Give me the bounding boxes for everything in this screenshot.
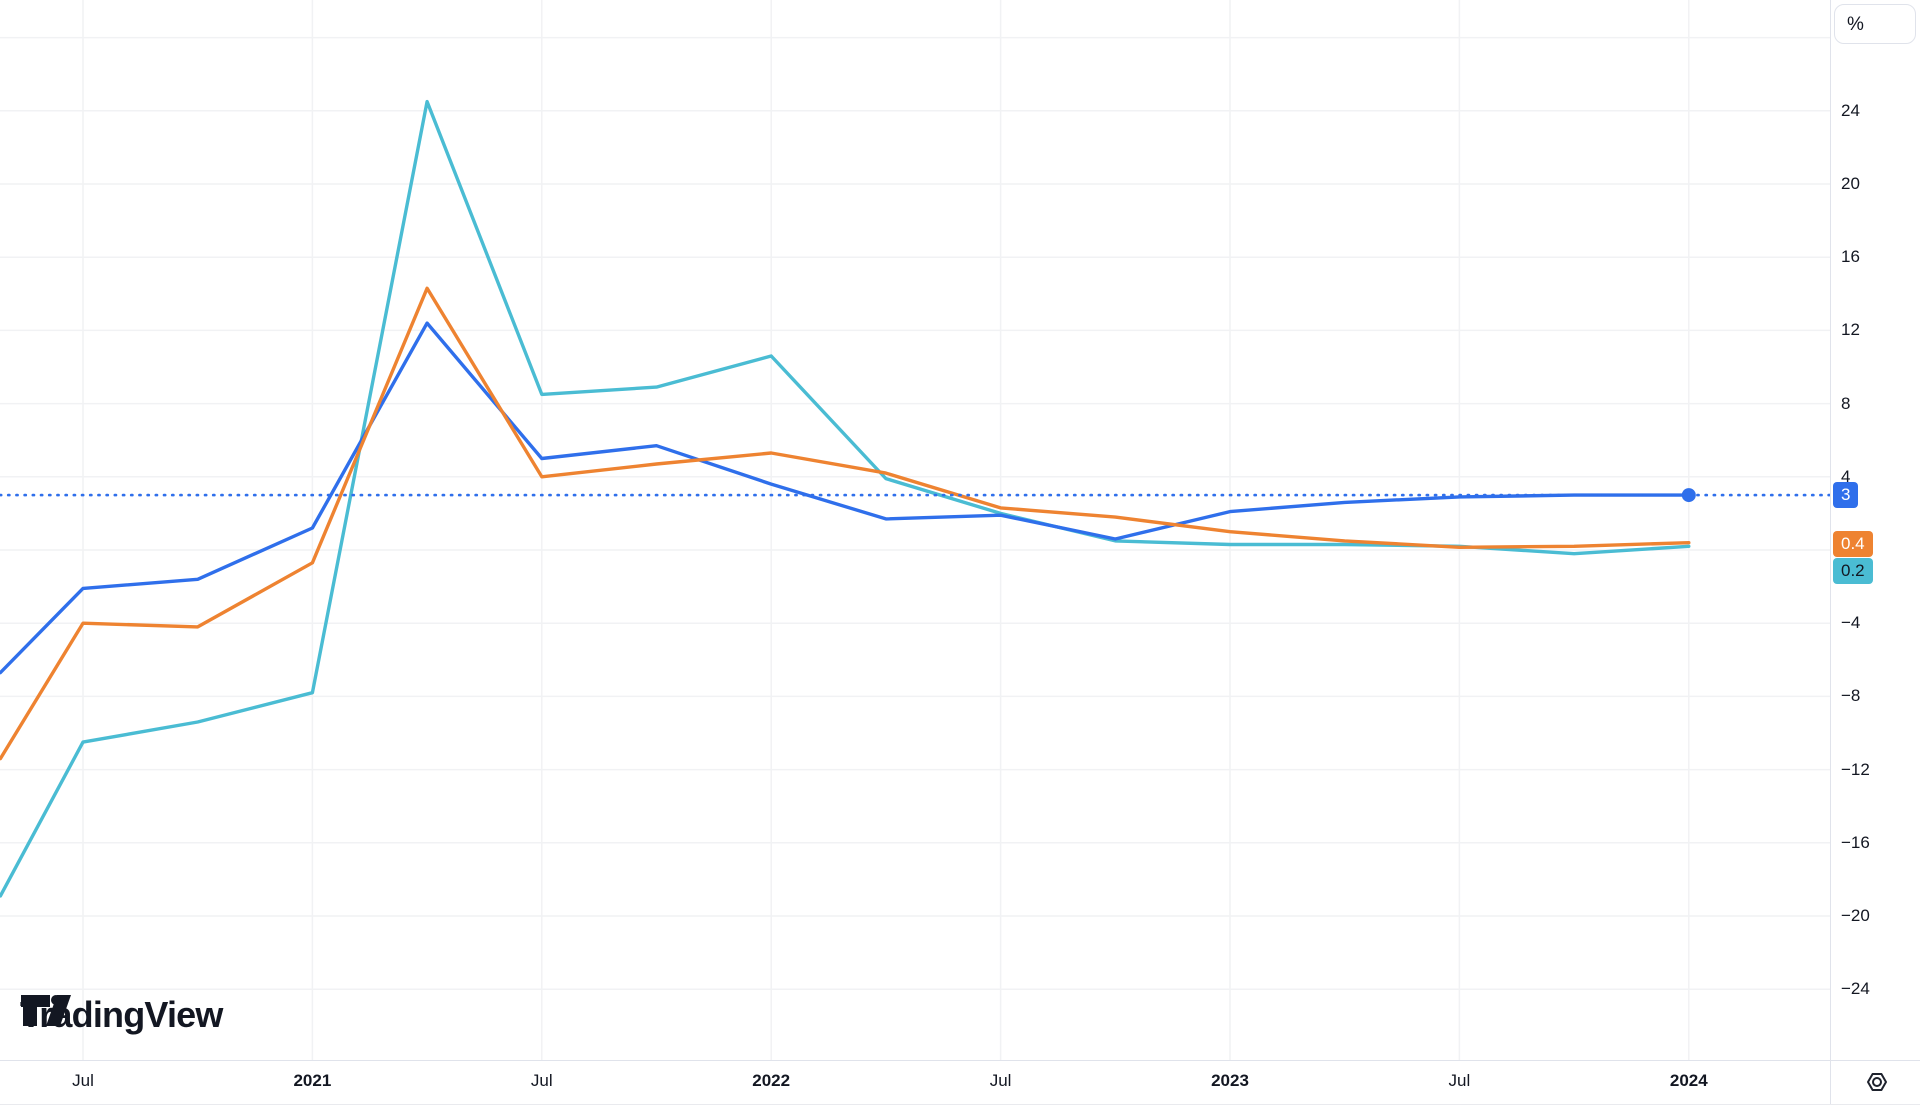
last-value-badge: 3 bbox=[1833, 482, 1859, 508]
price-axis-tick-label: 4 bbox=[1841, 466, 1851, 486]
series-blue[interactable] bbox=[0, 321, 1691, 675]
last-value-badge: 0.2 bbox=[1833, 558, 1873, 584]
chart-canvas[interactable] bbox=[0, 0, 1830, 1060]
tradingview-watermark: TradingView bbox=[20, 994, 223, 1036]
chart-pane[interactable]: TradingView bbox=[0, 0, 1830, 1060]
price-axis-tick-label: 8 bbox=[1841, 393, 1851, 413]
price-axis-tick-label: −16 bbox=[1841, 832, 1870, 852]
last-value-badge: 0.4 bbox=[1833, 531, 1873, 557]
time-axis-tick-label: Jul bbox=[530, 1071, 553, 1090]
time-axis-tick-label: 2023 bbox=[1211, 1071, 1249, 1090]
time-axis-tick-label: Jul bbox=[72, 1071, 94, 1090]
price-axis-tick-label: −8 bbox=[1841, 686, 1861, 706]
price-axis[interactable]: % 24 20 16 12 8 4 −4 −8 −12 −16 −20 −24 3 0.4 0.2 bbox=[1830, 0, 1920, 1060]
price-axis-tick-label: 16 bbox=[1841, 247, 1860, 267]
time-axis-tick-label: 2024 bbox=[1669, 1071, 1708, 1090]
time-axis-settings-button[interactable] bbox=[1862, 1065, 1892, 1099]
bottom-divider bbox=[0, 1104, 1920, 1105]
price-axis-tick-label: −12 bbox=[1841, 759, 1870, 779]
chart-settings-icon bbox=[1867, 1073, 1887, 1091]
time-axis-tick-label: 2021 bbox=[293, 1071, 332, 1090]
price-axis-tick-label: −4 bbox=[1841, 613, 1861, 633]
price-axis-tick-label: −20 bbox=[1841, 906, 1870, 925]
price-axis-tick-label: 20 bbox=[1841, 174, 1860, 193]
time-axis-tick-label: 2022 bbox=[752, 1071, 791, 1090]
axis-corner-separator bbox=[1830, 1061, 1831, 1104]
tradingview-logo-icon bbox=[21, 995, 71, 1026]
series-orange[interactable] bbox=[0, 286, 1691, 761]
price-axis-unit-button[interactable]: % bbox=[1834, 4, 1916, 44]
last-value-marker-dot bbox=[1681, 488, 1696, 503]
price-axis-tick-label: 24 bbox=[1841, 100, 1860, 120]
price-axis-tick-label: −24 bbox=[1841, 979, 1870, 999]
price-axis-tick-label: 12 bbox=[1841, 320, 1860, 340]
time-axis-tick-label: Jul bbox=[989, 1071, 1012, 1090]
time-axis-tick-label: Jul bbox=[1448, 1071, 1471, 1090]
time-axis[interactable]: Jul 2021 Jul 2022 Jul 2023 Jul 2024 bbox=[0, 1060, 1920, 1117]
